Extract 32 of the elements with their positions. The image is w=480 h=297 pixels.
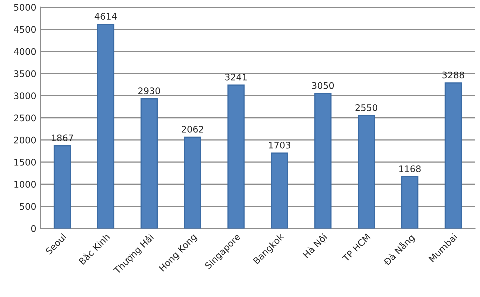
data-label: 3050 [312, 82, 334, 90]
data-label: 2550 [356, 104, 378, 112]
data-label: 4614 [94, 13, 117, 20]
y-tick-label: 1000 [14, 181, 36, 188]
data-label: 1168 [400, 166, 421, 172]
y-tick-label: 0 [31, 225, 36, 232]
data-label: 3288 [442, 72, 464, 79]
y-tick-label: 2000 [14, 136, 36, 144]
bar [358, 115, 376, 229]
bar [184, 136, 202, 229]
data-label: 1867 [52, 134, 74, 142]
x-tick-label: Hà Nội [302, 233, 329, 260]
bar [444, 82, 462, 229]
y-tick-label: 5000 [14, 4, 36, 11]
data-label: 3241 [225, 74, 247, 81]
y-tick-label: 3000 [14, 92, 36, 100]
y-tick-label: 2500 [14, 114, 36, 122]
y-tick-label: 4500 [14, 26, 36, 34]
data-label: 1703 [269, 142, 290, 149]
y-tick-label: 4000 [14, 48, 36, 56]
bar [97, 24, 115, 229]
data-label: 2930 [138, 88, 160, 94]
y-tick-label: 3500 [14, 70, 36, 78]
bar [228, 84, 245, 229]
bar [314, 93, 332, 229]
data-label: 2062 [182, 126, 204, 133]
bar [401, 176, 419, 229]
y-tick-label: 1500 [14, 159, 36, 166]
y-tick-label: 500 [20, 203, 36, 210]
bar [54, 146, 72, 229]
bar [271, 152, 288, 229]
bar [140, 98, 158, 229]
